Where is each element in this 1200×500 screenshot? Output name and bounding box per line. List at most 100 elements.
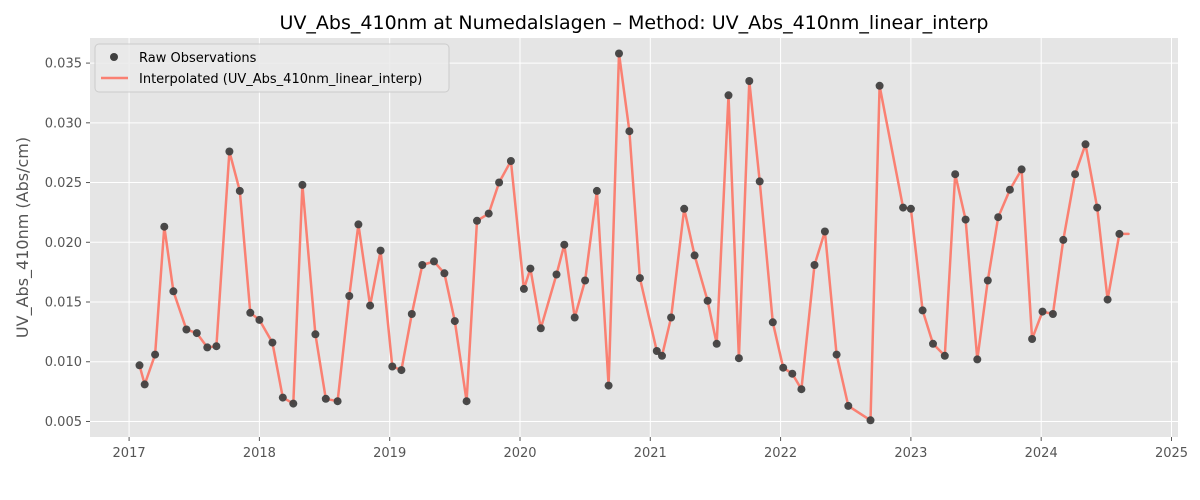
raw-observation-point — [169, 287, 178, 296]
legend-label-raw: Raw Observations — [139, 51, 257, 66]
raw-observation-point — [506, 157, 515, 165]
raw-observation-point — [311, 330, 320, 339]
raw-observation-point — [581, 276, 590, 285]
raw-observation-point — [973, 355, 982, 364]
raw-observation-point — [462, 397, 471, 406]
raw-observation-point — [388, 362, 397, 371]
raw-observation-point — [450, 317, 459, 326]
raw-observation-point — [1048, 310, 1057, 318]
raw-observation-point — [536, 324, 545, 333]
raw-observation-point — [354, 220, 363, 229]
y-tick-label: 0.035 — [45, 57, 82, 72]
raw-observation-point — [418, 261, 427, 269]
raw-observation-point — [560, 240, 569, 249]
raw-observation-point — [212, 342, 221, 351]
raw-observation-point — [635, 274, 644, 283]
raw-observation-point — [667, 313, 676, 322]
raw-observation-point — [321, 394, 330, 403]
raw-observation-point — [473, 216, 481, 225]
raw-observation-point — [745, 77, 754, 85]
y-tick-label: 0.030 — [45, 116, 82, 131]
raw-observation-point — [592, 186, 601, 195]
raw-observation-point — [1081, 140, 1090, 149]
raw-observation-point — [552, 270, 561, 279]
raw-observation-point — [160, 222, 169, 231]
y-axis-ticks: 0.005 0.010 0.015 0.020 0.025 0.030 0.035 — [45, 57, 90, 430]
raw-observation-point — [140, 380, 149, 389]
raw-points-layer — [135, 49, 1124, 425]
raw-observation-point — [788, 369, 797, 378]
raw-observation-point — [440, 269, 449, 278]
raw-observation-point — [929, 339, 937, 348]
y-tick-label: 0.015 — [45, 296, 82, 311]
raw-observation-point — [615, 49, 623, 58]
raw-observation-point — [1017, 165, 1026, 174]
raw-observation-point — [225, 147, 234, 156]
raw-observation-point — [182, 325, 191, 334]
raw-observation-point — [658, 351, 666, 360]
raw-observation-point — [1115, 229, 1124, 238]
raw-observation-point — [430, 257, 438, 266]
raw-observation-point — [1005, 185, 1014, 194]
raw-observation-point — [278, 393, 287, 402]
raw-observation-point — [135, 361, 144, 370]
raw-observation-point — [734, 354, 743, 363]
raw-observation-point — [151, 350, 160, 359]
raw-observation-point — [268, 338, 277, 347]
raw-observation-point — [755, 177, 764, 186]
raw-observation-point — [192, 329, 201, 338]
y-tick-label: 0.005 — [45, 415, 82, 430]
legend-marker-raw — [110, 53, 118, 61]
raw-observation-point — [724, 91, 733, 100]
raw-observation-point — [875, 81, 884, 90]
raw-observation-point — [797, 385, 806, 394]
raw-observation-point — [961, 215, 970, 224]
raw-observation-point — [519, 284, 528, 293]
raw-observation-point — [768, 318, 777, 327]
raw-observation-point — [203, 343, 212, 352]
raw-observation-point — [940, 351, 949, 360]
raw-observation-point — [951, 170, 960, 179]
raw-observation-point — [810, 261, 819, 269]
y-tick-label: 0.020 — [45, 236, 82, 251]
raw-observation-point — [1038, 307, 1047, 316]
y-axis-label: UV_Abs_410nm (Abs/cm) — [13, 137, 33, 338]
y-tick-label: 0.010 — [45, 355, 82, 370]
x-tick-label: 2024 — [1025, 446, 1058, 461]
raw-observation-point — [484, 209, 493, 218]
x-tick-label: 2022 — [764, 446, 797, 461]
x-tick-label: 2021 — [634, 446, 667, 461]
raw-observation-point — [625, 127, 634, 136]
raw-observation-point — [397, 366, 406, 375]
raw-observation-point — [366, 301, 375, 310]
chart-title: UV_Abs_410nm at Numedalslagen – Method: … — [280, 12, 989, 34]
raw-observation-point — [779, 363, 788, 372]
raw-observation-point — [604, 381, 613, 390]
x-tick-label: 2023 — [894, 446, 927, 461]
legend-box — [94, 43, 450, 93]
raw-observation-point — [1093, 203, 1102, 212]
raw-observation-point — [526, 264, 535, 273]
raw-observation-point — [1028, 335, 1037, 343]
x-tick-label: 2018 — [243, 446, 276, 461]
raw-observation-point — [333, 397, 342, 406]
x-axis-ticks: 2017 2018 2019 2020 2021 2022 2023 2024 2025 — [113, 437, 1188, 461]
raw-observation-point — [680, 204, 689, 213]
raw-observation-point — [298, 180, 307, 189]
raw-observation-point — [983, 276, 992, 285]
x-tick-label: 2017 — [113, 446, 146, 461]
raw-observation-point — [866, 416, 875, 425]
plot-background — [90, 38, 1178, 437]
raw-observation-point — [246, 308, 255, 317]
raw-observation-point — [918, 306, 927, 315]
x-tick-label: 2025 — [1155, 446, 1188, 461]
raw-observation-point — [495, 178, 504, 187]
raw-observation-point — [376, 246, 385, 255]
raw-observation-point — [906, 204, 915, 213]
legend-label-interp: Interpolated (UV_Abs_410nm_linear_interp… — [139, 72, 422, 87]
raw-observation-point — [832, 350, 841, 359]
raw-observation-point — [652, 347, 661, 355]
raw-observation-point — [899, 203, 908, 212]
